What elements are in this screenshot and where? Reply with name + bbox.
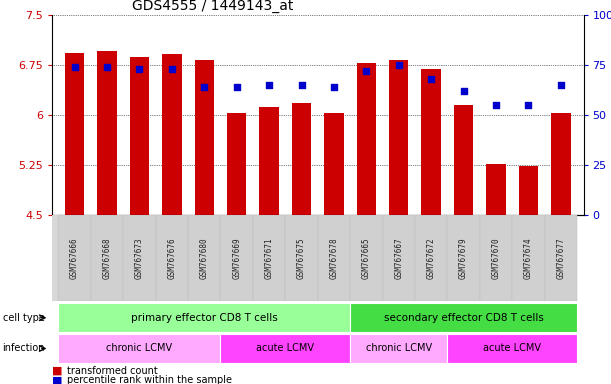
Text: GSM767665: GSM767665	[362, 237, 371, 279]
Bar	[512, 215, 544, 301]
Text: ■: ■	[52, 366, 62, 376]
Bar	[350, 303, 577, 332]
Point	[394, 62, 404, 68]
Bar	[350, 334, 447, 363]
Text: secondary effector CD8 T cells: secondary effector CD8 T cells	[384, 313, 544, 323]
Point	[167, 66, 177, 72]
Text: GSM767678: GSM767678	[329, 237, 338, 279]
Point	[556, 82, 566, 88]
Point	[329, 84, 339, 90]
Bar	[447, 334, 577, 363]
Bar	[227, 113, 246, 215]
Point	[362, 68, 371, 74]
Text: ■: ■	[52, 375, 62, 384]
Text: GSM767667: GSM767667	[394, 237, 403, 279]
Text: GSM767675: GSM767675	[297, 237, 306, 279]
Bar	[422, 69, 441, 215]
Bar	[194, 60, 214, 215]
Bar	[324, 113, 343, 215]
Text: transformed count: transformed count	[67, 366, 158, 376]
Bar	[389, 60, 409, 215]
Bar	[544, 215, 577, 301]
Point	[296, 82, 306, 88]
Text: chronic LCMV: chronic LCMV	[366, 343, 432, 354]
Text: GDS4555 / 1449143_at: GDS4555 / 1449143_at	[132, 0, 293, 13]
Text: chronic LCMV: chronic LCMV	[106, 343, 172, 354]
Point	[134, 66, 144, 72]
Bar	[156, 215, 188, 301]
Text: primary effector CD8 T cells: primary effector CD8 T cells	[131, 313, 277, 323]
Text: GSM767666: GSM767666	[70, 237, 79, 279]
Bar	[415, 215, 447, 301]
Bar	[221, 334, 350, 363]
Text: acute LCMV: acute LCMV	[483, 343, 541, 354]
Bar	[59, 215, 91, 301]
Bar	[447, 215, 480, 301]
Bar	[350, 215, 382, 301]
Bar	[188, 215, 221, 301]
Text: GSM767674: GSM767674	[524, 237, 533, 279]
Text: infection: infection	[2, 343, 45, 354]
Text: GSM767680: GSM767680	[200, 237, 209, 279]
Bar	[519, 166, 538, 215]
Text: GSM767673: GSM767673	[135, 237, 144, 279]
Point	[459, 88, 469, 94]
Bar	[292, 103, 311, 215]
Text: GSM767679: GSM767679	[459, 237, 468, 279]
Bar	[480, 215, 512, 301]
Bar	[357, 63, 376, 215]
Text: acute LCMV: acute LCMV	[256, 343, 314, 354]
Bar	[253, 215, 285, 301]
Bar	[285, 215, 318, 301]
Text: GSM767668: GSM767668	[103, 237, 112, 279]
Bar	[123, 215, 156, 301]
Point	[264, 82, 274, 88]
Bar	[65, 53, 84, 215]
Point	[491, 102, 501, 108]
Bar	[486, 164, 506, 215]
Text: cell type: cell type	[2, 313, 45, 323]
Text: GSM767676: GSM767676	[167, 237, 177, 279]
Bar	[162, 54, 181, 215]
Bar	[59, 303, 350, 332]
Bar	[91, 215, 123, 301]
Point	[232, 84, 241, 90]
Point	[102, 64, 112, 70]
Bar	[130, 57, 149, 215]
Bar	[221, 215, 253, 301]
Point	[426, 76, 436, 82]
Bar	[260, 107, 279, 215]
Point	[199, 84, 209, 90]
Bar	[59, 334, 221, 363]
Bar	[454, 105, 474, 215]
Text: GSM767672: GSM767672	[426, 237, 436, 279]
Text: GSM767677: GSM767677	[557, 237, 565, 279]
Text: GSM767669: GSM767669	[232, 237, 241, 279]
Bar	[382, 215, 415, 301]
Text: GSM767670: GSM767670	[491, 237, 500, 279]
Text: GSM767671: GSM767671	[265, 237, 274, 279]
Text: percentile rank within the sample: percentile rank within the sample	[67, 375, 232, 384]
Bar	[551, 113, 571, 215]
Point	[70, 64, 79, 70]
Bar	[318, 215, 350, 301]
Point	[524, 102, 533, 108]
Bar	[97, 51, 117, 215]
